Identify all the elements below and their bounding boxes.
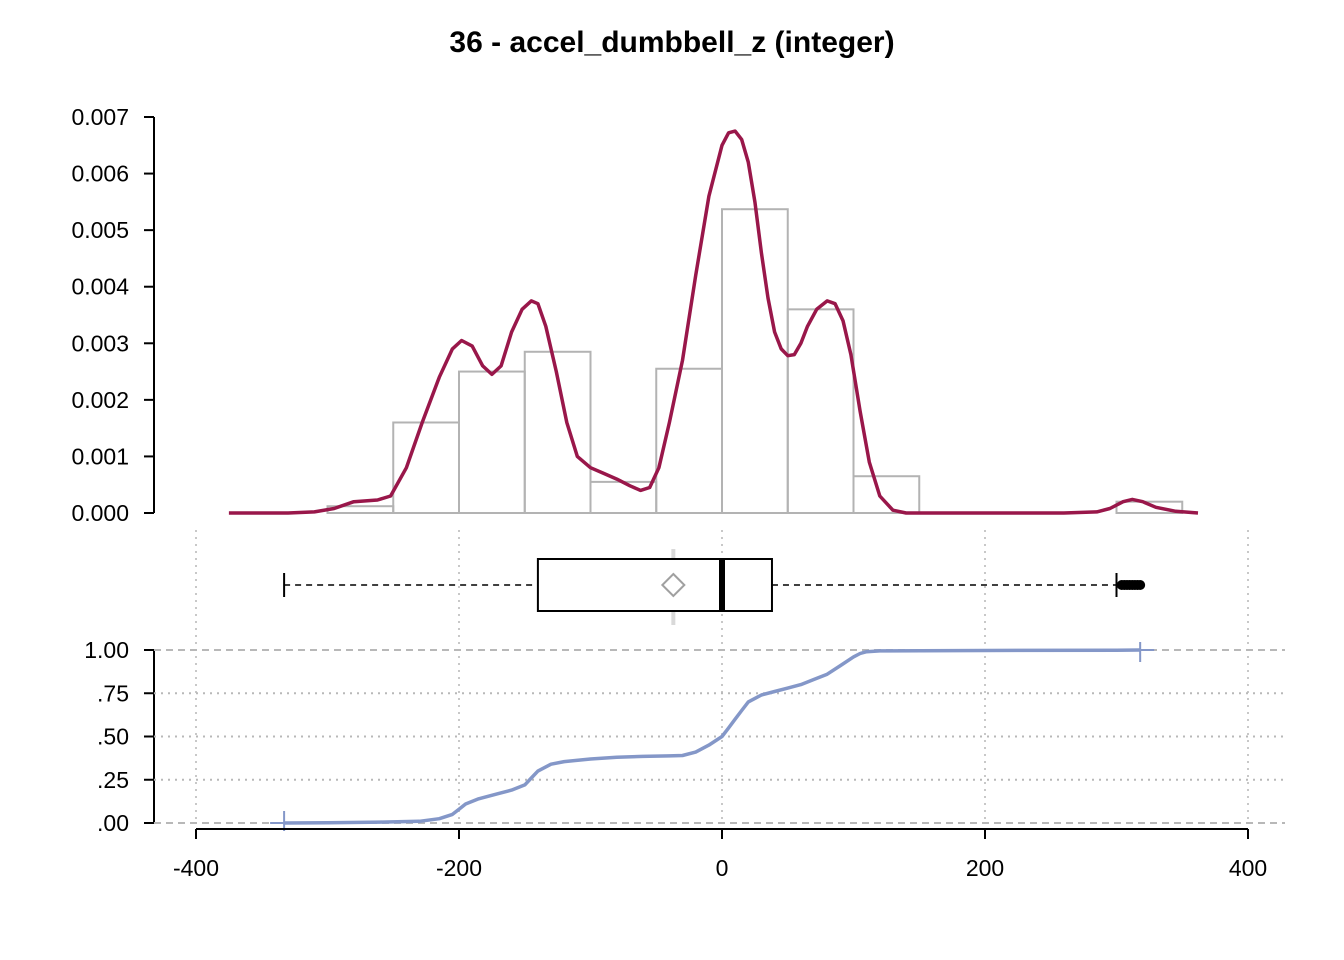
- histogram-bar: [392, 421, 460, 514]
- ecdf-y-tick-label: 1.00: [84, 637, 129, 663]
- histogram-bar: [1115, 500, 1184, 514]
- hist-y-tick-label: 0.005: [71, 217, 129, 243]
- hist-y-tick-label: 0.002: [71, 387, 129, 413]
- ecdf-y-tick-label: .50: [97, 724, 129, 750]
- x-tick-label: -200: [436, 855, 482, 881]
- hist-y-tick-label: 0.006: [71, 161, 129, 187]
- x-tick-label: -400: [173, 855, 219, 881]
- histogram-bar: [786, 308, 855, 515]
- outlier-point: [1135, 580, 1146, 590]
- ecdf-curve: [284, 648, 1141, 825]
- histogram-bar: [721, 208, 789, 514]
- hist-y-tick-label: 0.007: [71, 104, 129, 130]
- density-curve: [228, 129, 1199, 515]
- histogram-panel: 0.000 0.001 0.002 0.003 0.004 0.005 0.006 0.007: [71, 104, 1199, 526]
- ecdf-start-marker: [270, 811, 299, 831]
- histogram-bar: [852, 475, 921, 515]
- mean-marker: [660, 572, 686, 598]
- x-axis: -400 -200 0 200 400: [173, 828, 1267, 881]
- histogram-bar: [523, 350, 592, 514]
- ecdf-end-marker: [1126, 642, 1155, 662]
- boxplot-panel: [283, 549, 1146, 625]
- x-tick-label: 200: [966, 855, 1004, 881]
- histogram-bar: [589, 480, 658, 514]
- x-tick-label: 400: [1229, 855, 1267, 881]
- chart-title: 36 - accel_dumbbell_z (integer): [449, 26, 894, 59]
- hist-y-tick-label: 0.003: [71, 330, 129, 356]
- ecdf-panel: .00 .25 .50 .75 1.00: [84, 637, 1285, 836]
- ecdf-y-tick-label: .75: [97, 680, 129, 706]
- iqr-box: [536, 558, 773, 612]
- hist-y-tick-label: 0.000: [71, 500, 129, 526]
- histogram-bar: [458, 370, 526, 515]
- x-tick-label: 0: [716, 855, 729, 881]
- ecdf-y-tick-label: .25: [97, 767, 129, 793]
- ecdf-y-tick-label: .00: [97, 810, 129, 836]
- hist-y-tick-label: 0.001: [71, 443, 129, 469]
- hist-y-tick-label: 0.004: [71, 274, 129, 300]
